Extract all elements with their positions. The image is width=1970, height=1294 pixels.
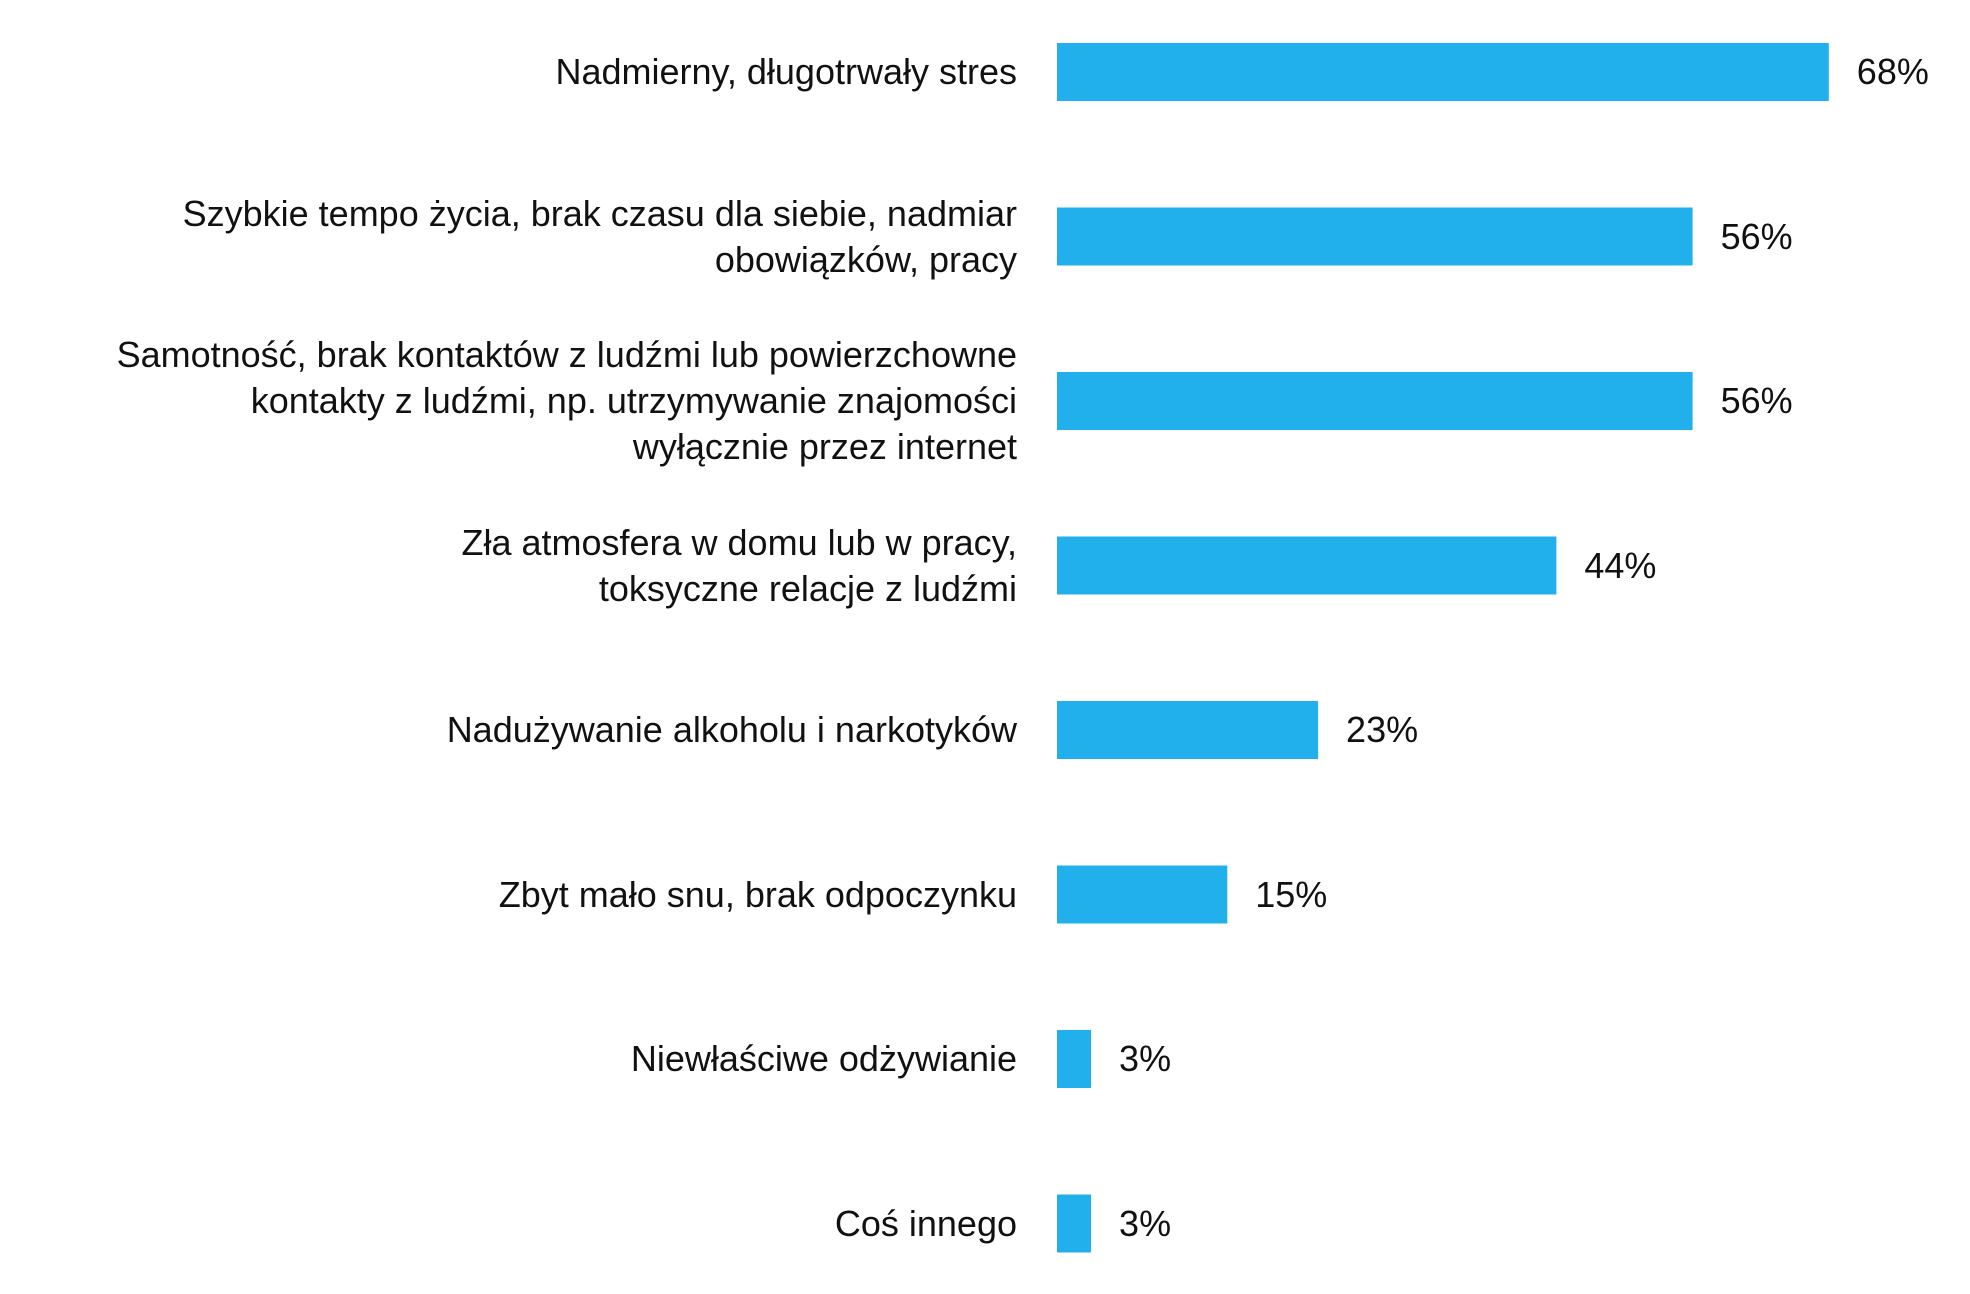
category-label-6: Niewłaściwe odżywianie bbox=[17, 1036, 1017, 1082]
value-label-1: 56% bbox=[1720, 215, 1793, 257]
category-label-1: Szybkie tempo życia, brak czasu dla sieb… bbox=[17, 191, 1017, 283]
value-label-7: 3% bbox=[1119, 1202, 1172, 1244]
category-label-line: Zbyt mało snu, brak odpoczynku bbox=[498, 873, 1017, 915]
bar-1 bbox=[1057, 207, 1693, 266]
bar-7 bbox=[1057, 1194, 1091, 1253]
value-label-3: 44% bbox=[1584, 544, 1657, 586]
category-label-line: toksyczne relacje z ludźmi bbox=[598, 567, 1017, 609]
category-label-line: Nadmierny, długotrwały stres bbox=[555, 51, 1018, 92]
category-label-line: wyłącznie przez internet bbox=[632, 426, 1017, 467]
bar-0 bbox=[1057, 43, 1829, 101]
value-label-5: 15% bbox=[1255, 873, 1328, 915]
category-label-line: kontakty z ludźmi, np. utrzymywanie znaj… bbox=[250, 380, 1017, 421]
category-label-5: Zbyt mało snu, brak odpoczynku bbox=[17, 872, 1017, 918]
category-label-3: Zła atmosfera w domu lub w pracy, toksycz… bbox=[17, 520, 1017, 612]
category-label-line: Nadużywanie alkoholu i narkotyków bbox=[446, 709, 1017, 750]
category-label-line: Coś innego bbox=[834, 1202, 1017, 1244]
category-label-line: obowiązków, pracy bbox=[714, 238, 1017, 280]
bar-6 bbox=[1057, 1030, 1091, 1088]
value-label-2: 56% bbox=[1720, 380, 1793, 421]
value-label-4: 23% bbox=[1346, 709, 1419, 750]
bar-3 bbox=[1057, 536, 1557, 595]
category-label-7: Coś innego bbox=[17, 1201, 1017, 1247]
value-label-6: 3% bbox=[1119, 1038, 1172, 1079]
bar-5 bbox=[1057, 865, 1228, 924]
bar-4 bbox=[1057, 701, 1319, 759]
value-label-0: 68% bbox=[1856, 51, 1929, 92]
category-label-line: Niewłaściwe odżywianie bbox=[630, 1038, 1017, 1079]
category-label-line: Zła atmosfera w domu lub w pracy, bbox=[461, 521, 1017, 563]
category-label-line: Samotność, brak kontaktów z ludźmi lub p… bbox=[116, 334, 1017, 375]
category-label-line: Szybkie tempo życia, brak czasu dla sieb… bbox=[182, 192, 1017, 234]
category-label-0: Nadmierny, długotrwały stres bbox=[17, 49, 1018, 95]
category-label-2: Samotność, brak kontaktów z ludźmi lub p… bbox=[17, 332, 1017, 470]
bar-2 bbox=[1057, 372, 1693, 430]
category-label-4: Nadużywanie alkoholu i narkotyków bbox=[17, 707, 1017, 753]
